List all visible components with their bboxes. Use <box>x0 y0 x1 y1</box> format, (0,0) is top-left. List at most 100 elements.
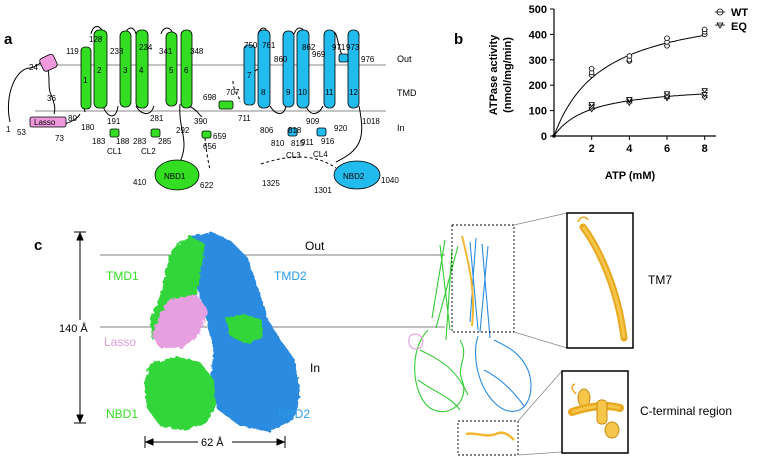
chart-area: 100 200 300 400 500 0 2 4 6 8 <box>529 4 716 155</box>
ribbon-lasso <box>408 333 424 350</box>
series-origin-point <box>552 134 556 138</box>
helix-8 <box>257 29 271 109</box>
chart-y-tick-label: 300 <box>529 55 547 67</box>
helix-3-label: 3 <box>123 66 128 75</box>
panel-c-label: c <box>34 237 42 254</box>
res-281: 281 <box>150 114 164 123</box>
res-659: 659 <box>213 132 227 141</box>
res-1018: 1018 <box>362 117 380 126</box>
ribbon-tmd2 <box>469 237 532 412</box>
res-707: 707 <box>226 88 240 97</box>
res-191: 191 <box>107 117 121 126</box>
series-EQ-point <box>588 102 596 108</box>
helix-12-label: 12 <box>349 88 358 97</box>
res-698: 698 <box>203 93 217 102</box>
res-750: 750 <box>244 41 258 50</box>
panel-b-label: b <box>454 31 463 48</box>
res-410: 410 <box>133 178 147 187</box>
lasso-shapes <box>29 53 67 128</box>
helix-2-label: 2 <box>97 66 102 75</box>
res-292: 292 <box>176 126 190 135</box>
panel-c: c 140 Å 62 Å <box>34 212 732 456</box>
label-tmd1: TMD1 <box>106 269 139 283</box>
res-341: 341 <box>159 47 173 56</box>
res-806: 806 <box>260 126 274 135</box>
cl4-box <box>316 127 327 137</box>
lasso-density <box>152 294 208 348</box>
res-73: 73 <box>55 134 64 143</box>
res-973: 973 <box>346 43 360 52</box>
panel-a-label: a <box>4 31 13 48</box>
tmd2-helices <box>243 29 381 190</box>
tmd1-helices <box>80 29 234 191</box>
helix-6-label: 6 <box>184 66 189 75</box>
helix-4 <box>135 29 149 109</box>
res-815: 815 <box>291 139 305 148</box>
res-1301: 1301 <box>314 186 332 195</box>
res-711: 711 <box>238 114 251 123</box>
cl1-box <box>109 128 120 138</box>
chart-origin-label: 0 <box>541 131 547 143</box>
zoom-line-3 <box>517 370 563 422</box>
series-WT-point <box>588 65 595 72</box>
chart-x-tick-label: 4 <box>626 143 633 155</box>
zoom-line-4 <box>517 451 563 456</box>
label-nbd2: NBD2 <box>278 407 310 421</box>
helix-3 <box>119 30 132 108</box>
chart-y-tick-label: 500 <box>529 4 547 16</box>
res-233: 233 <box>110 47 124 56</box>
res-920: 920 <box>334 124 348 133</box>
helix-5 <box>165 31 178 107</box>
helix-659-box <box>201 130 212 139</box>
series-WT-fit <box>553 34 705 137</box>
legend-eq-label: EQ <box>731 21 747 33</box>
helix-6 <box>180 29 193 109</box>
legend-eq-marker <box>716 22 724 29</box>
helix-5-label: 5 <box>169 66 174 75</box>
cl2-box <box>150 128 161 138</box>
ribbon-tm7 <box>461 235 475 327</box>
nbd1-density <box>144 356 216 430</box>
zoom-box-tm7 <box>451 224 515 333</box>
density-map <box>144 232 300 432</box>
label-out: Out <box>305 239 325 253</box>
chart-y-tick-label: 200 <box>529 80 547 92</box>
res-1325: 1325 <box>262 179 280 188</box>
res-234: 234 <box>139 43 153 52</box>
label-in: In <box>310 361 320 375</box>
ribbon-model <box>408 235 532 441</box>
topology-text: 1 2 3 4 5 6 7 8 9 10 11 12 Lasso NBD1 NB… <box>6 35 399 195</box>
helix-1-label: 1 <box>83 76 88 85</box>
res-909: 909 <box>306 117 320 126</box>
height-label-bg <box>58 320 102 336</box>
chart-x-tick-label: 2 <box>589 143 595 155</box>
res-810: 810 <box>271 139 285 148</box>
res-24: 24 <box>29 63 38 72</box>
chart-y-tick-label: 400 <box>529 29 547 41</box>
res-862: 862 <box>302 43 316 52</box>
series-WT-point <box>664 35 670 41</box>
res-1: 1 <box>6 125 11 134</box>
nbd1-shape <box>154 159 200 191</box>
width-label-bg <box>198 434 232 448</box>
res-911: 911 <box>301 138 314 147</box>
cl3-box <box>287 127 298 137</box>
res-348: 348 <box>190 47 204 56</box>
helix-12 <box>347 29 360 109</box>
legend-wt-label: WT <box>731 7 748 19</box>
helix-11-label: 11 <box>325 88 334 97</box>
elbow-box <box>218 100 234 110</box>
series-WT-point <box>626 53 633 59</box>
res-656: 656 <box>203 142 217 151</box>
cl1-label: CL1 <box>107 147 122 156</box>
helix-10-label: 10 <box>298 88 307 97</box>
res-390: 390 <box>194 117 208 126</box>
chart-xlabel: ATP (mM) <box>605 170 656 182</box>
res-818: 818 <box>288 126 302 135</box>
label-tmd2: TMD2 <box>274 269 307 283</box>
helix-1 <box>80 46 92 110</box>
nbd1-label: NBD1 <box>164 172 186 181</box>
lasso-helix-top <box>39 53 58 72</box>
zoom-box-cterm <box>457 420 519 456</box>
